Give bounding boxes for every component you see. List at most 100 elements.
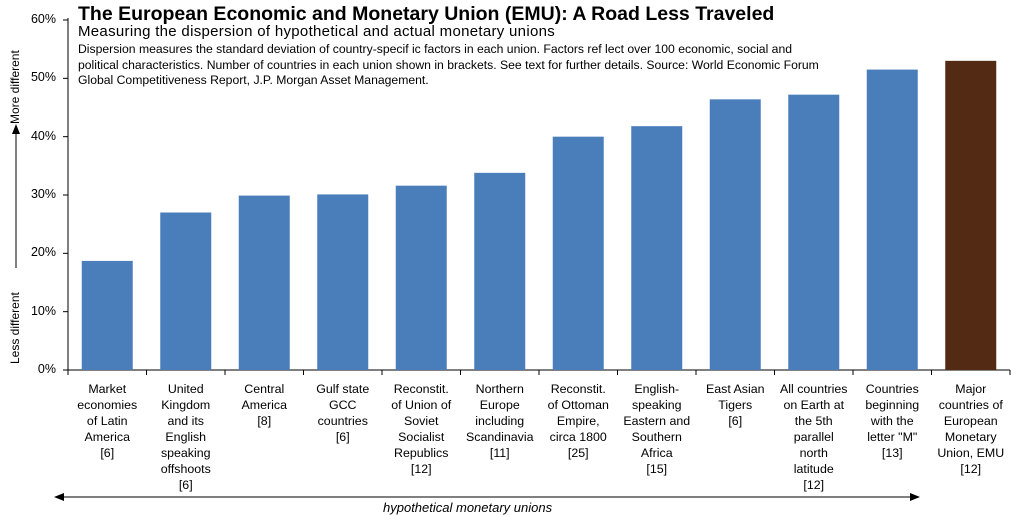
bar-2 xyxy=(160,212,212,370)
category-label-line: including xyxy=(475,414,525,428)
category-label: Reconstit. of Ottoman Empire, circa 1800 [25… xyxy=(540,381,616,461)
category-label-line: [12] xyxy=(960,462,982,476)
category-label-line: Southern xyxy=(631,430,682,444)
category-label-line: Empire, xyxy=(556,414,600,428)
category-label-line: United xyxy=(167,382,204,396)
category-label-line: Eastern and xyxy=(623,414,691,428)
category-label-line: Northern xyxy=(475,382,524,396)
y-tick-label: 50% xyxy=(30,70,56,85)
category-label-line: [12] xyxy=(410,462,432,476)
category-label-line: [6] xyxy=(728,414,743,428)
category-label-line: speaking xyxy=(160,446,211,460)
y-tick-label: 30% xyxy=(30,187,56,201)
category-label-line: countries xyxy=(317,414,368,428)
y-tick-label: 10% xyxy=(30,303,56,318)
category-label: Northern Europe including Scandinavia [11] xyxy=(462,381,538,461)
category-label: Countries beginning with the letter "M" [13] xyxy=(854,381,930,461)
bar-11 xyxy=(866,69,918,370)
bar-7 xyxy=(552,136,604,370)
category-label-line: [11] xyxy=(489,446,510,460)
category-label-line: beginning xyxy=(865,398,920,412)
category-label: English-speaking Eastern and Southern Afric… xyxy=(619,381,695,477)
y-tick-label: 20% xyxy=(30,245,56,260)
bar-12 xyxy=(945,60,997,370)
category-label-line: north xyxy=(799,446,828,460)
category-label-line: Socialist xyxy=(398,430,445,444)
category-label-line: English- xyxy=(634,382,680,396)
category-label-line: parallel xyxy=(793,430,834,444)
category-label-line: Major xyxy=(955,382,987,396)
category-label-line: economies xyxy=(77,398,138,412)
category-label-line: Monetary xyxy=(944,430,997,444)
bar-3 xyxy=(238,195,290,370)
category-label-line: Kingdom xyxy=(161,398,211,412)
bottom-arrow-left-head xyxy=(54,493,64,501)
category-label-line: Soviet xyxy=(404,414,439,428)
category-label: Major countries of European Monetary Union, … xyxy=(933,381,1009,477)
y-tick-label: 60% xyxy=(30,12,56,26)
category-label-line: offshoots xyxy=(160,462,211,476)
chart-note: Dispersion measures the standard deviati… xyxy=(78,42,819,87)
chart-title: The European Economic and Monetary Union… xyxy=(78,3,775,25)
category-label: East Asian Tigers [6] xyxy=(697,381,773,429)
category-label-line: of Ottoman xyxy=(547,398,609,412)
y-axis-label-more-different: More different xyxy=(8,50,22,124)
bar-5 xyxy=(395,185,447,370)
category-label-line: GCC xyxy=(328,398,357,412)
category-label-line: of Union of xyxy=(391,398,452,412)
category-label-line: America xyxy=(84,430,130,444)
category-label-line: Republics xyxy=(394,446,449,460)
category-label-line: [6] xyxy=(178,478,193,492)
category-label-line: on Earth at xyxy=(783,398,845,412)
category-label-line: with the xyxy=(870,414,914,428)
category-label: Gulf state GCC countries [6] xyxy=(305,381,381,445)
bar-1 xyxy=(81,260,133,370)
category-label-line: English xyxy=(165,430,207,444)
category-label: All countries on Earth at the 5th parallel n… xyxy=(776,381,852,493)
category-label-line: Tigers xyxy=(718,398,753,412)
bottom-arrow-right-head xyxy=(910,493,920,501)
category-label-line: European xyxy=(943,414,998,428)
category-label-line: Africa xyxy=(640,446,673,460)
category-label-line: [12] xyxy=(803,478,825,492)
category-label-line: Central xyxy=(244,382,285,396)
category-label-line: Countries xyxy=(865,382,919,396)
category-label-line: [8] xyxy=(257,414,272,428)
category-label-line: circa 1800 xyxy=(549,430,607,444)
category-label: Market economies of Latin America [6] xyxy=(69,381,145,461)
category-label-line: latitude xyxy=(793,462,834,476)
bar-6 xyxy=(474,172,526,370)
category-label-line: Reconstit. xyxy=(550,382,606,396)
category-label: Reconstit. of Union of Soviet Socialist Repu… xyxy=(383,381,459,477)
chart-subtitle: Measuring the dispersion of hypothetical… xyxy=(78,23,556,40)
category-label-line: Europe xyxy=(479,398,520,412)
y-tick-label: 0% xyxy=(37,362,56,376)
bar-8 xyxy=(631,126,683,371)
bottom-bracket-label: hypothetical monetary unions xyxy=(383,500,553,515)
category-label-line: speaking xyxy=(631,398,682,412)
category-label-line: countries of xyxy=(938,398,1003,412)
category-label-line: Reconstit. xyxy=(393,382,449,396)
bar-9 xyxy=(709,99,761,370)
category-label-line: [6] xyxy=(335,430,350,444)
category-label-line: All countries xyxy=(780,382,848,396)
category-label-line: America xyxy=(241,398,287,412)
category-label-line: the 5th xyxy=(794,414,833,428)
y-axis-label-less-different: Less different xyxy=(8,292,22,364)
category-label-line: [13] xyxy=(881,446,903,460)
category-label-line: [25] xyxy=(567,446,589,460)
category-label-line: Union, EMU xyxy=(937,446,1005,460)
category-label-line: Gulf state xyxy=(316,382,370,396)
category-label-line: [15] xyxy=(646,462,668,476)
category-label-line: and its xyxy=(167,414,204,428)
category-label-line: of Latin xyxy=(86,414,128,428)
category-label: Central America [8] xyxy=(226,381,302,429)
category-label-line: East Asian xyxy=(705,382,765,396)
y-arrow-head xyxy=(12,124,20,134)
category-label-line: Scandinavia xyxy=(465,430,534,444)
y-tick-label: 40% xyxy=(30,128,56,143)
bar-4 xyxy=(317,194,369,370)
category-label-line: letter "M" xyxy=(867,430,918,444)
category-label-line: Market xyxy=(88,382,127,396)
